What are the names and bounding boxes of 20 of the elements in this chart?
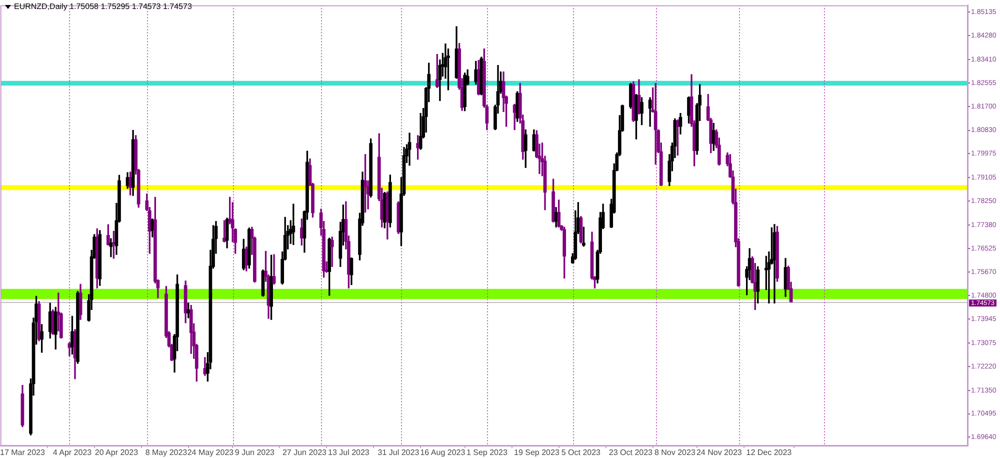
x-tick-label: 23 Oct 2023 bbox=[608, 448, 654, 458]
x-tick-label: 8 Nov 2023 bbox=[654, 448, 696, 458]
x-tick-label: 1 Sep 2023 bbox=[466, 448, 508, 458]
x-tick-label: 17 Mar 2023 bbox=[0, 448, 46, 458]
x-tick-label: 5 Oct 2023 bbox=[561, 448, 602, 458]
chart-title: EURNZD,Daily 1.75058 1.75295 1.74573 1.74573 bbox=[14, 2, 192, 11]
x-tick-label: 24 May 2023 bbox=[187, 448, 234, 458]
candlestick bbox=[408, 132, 412, 166]
x-tick-label: 31 Jul 2023 bbox=[378, 448, 420, 458]
candlestick bbox=[272, 254, 276, 284]
x-tick-label: 4 Apr 2023 bbox=[52, 448, 92, 458]
x-tick-label: 27 Jun 2023 bbox=[282, 448, 328, 458]
x-tick-label: 9 Jun 2023 bbox=[234, 448, 276, 458]
x-tick-label: 12 Dec 2023 bbox=[746, 448, 792, 458]
x-tick-label: 16 Aug 2023 bbox=[420, 448, 466, 458]
x-tick-label: 19 Sep 2023 bbox=[514, 448, 560, 458]
x-tick-label: 24 Nov 2023 bbox=[696, 448, 742, 458]
x-tick-label: 13 Jul 2023 bbox=[328, 448, 370, 458]
x-tick-label: 20 Apr 2023 bbox=[94, 448, 139, 458]
x-tick-label: 8 May 2023 bbox=[145, 448, 188, 458]
